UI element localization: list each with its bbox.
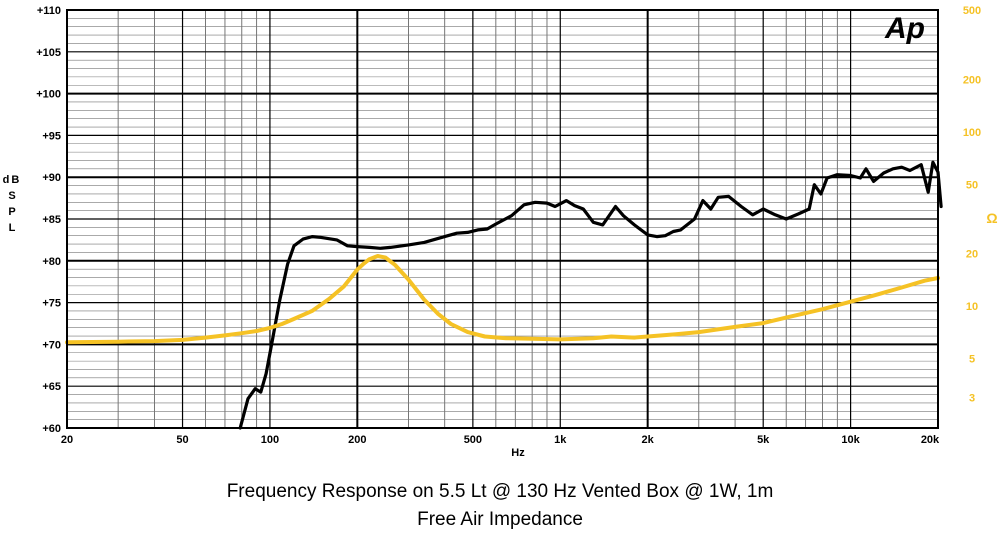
y-tick-label: +85 [42,214,61,226]
series-layer [65,160,943,430]
impedance-tick-label: 200 [963,74,981,86]
impedance-series-line [65,254,940,345]
x-tick-label: 50 [176,434,188,446]
y-tick-label: +75 [42,298,61,310]
x-tick-label: 200 [348,434,366,446]
x-tick-label: 20 [61,434,73,446]
y-axis-tick-labels: +110 +105 +100 +95 +90 +85 +80 +75 +70 +65 +60 [36,5,61,435]
y-tick-label: +65 [42,381,61,393]
y-tick-label: +100 [36,89,61,101]
y-tick-label: +60 [42,423,61,435]
x-tick-label: 10k [841,434,860,446]
chart-subtitle: Free Air Impedance [417,509,583,530]
x-tick-label: 20k [921,434,940,446]
impedance-tick-label: 10 [966,301,978,313]
impedance-tick-label: 500 [963,5,981,17]
x-axis-label: Hz [511,447,525,459]
chart-title: Frequency Response on 5.5 Lt @ 130 Hz Ve… [226,481,774,502]
y-tick-label: +110 [37,5,61,17]
brand-logo: Ap [884,12,925,45]
impedance-tick-label: 20 [966,249,978,261]
x-axis-tick-labels: 20 50 100 200 500 1k 2k 5k 10k 20k [61,434,940,446]
plot-frame [66,9,939,429]
spl-series-line [238,160,943,430]
impedance-tick-label: 3 [969,392,975,404]
y-tick-label: +90 [42,172,61,184]
impedance-axis-label: Ω [986,210,997,226]
y-tick-label: +80 [42,256,61,268]
y-axis-label: dB S P L [3,174,22,234]
y-tick-label: +70 [42,339,61,351]
x-tick-label: 1k [554,434,567,446]
y-tick-label: +95 [42,130,61,142]
impedance-tick-label: 100 [963,127,981,139]
impedance-axis-tick-labels: 500 200 100 50 20 10 5 3 [963,5,981,404]
x-tick-label: 500 [464,434,482,446]
impedance-tick-label: 50 [966,179,978,191]
impedance-tick-label: 5 [969,354,975,366]
x-tick-label: 100 [261,434,279,446]
y-tick-label: +105 [36,47,61,59]
x-tick-label: 5k [757,434,770,446]
x-tick-label: 2k [642,434,655,446]
